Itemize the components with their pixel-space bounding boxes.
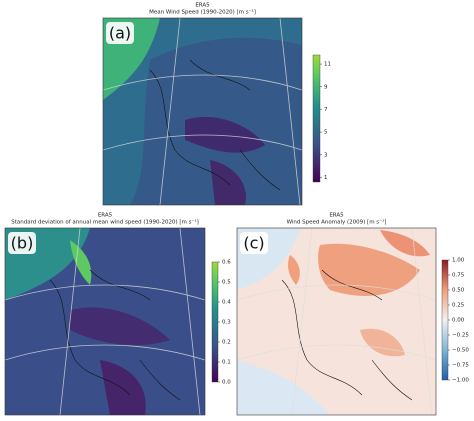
colorbar-tick-label: 3: [324, 152, 328, 158]
panel-label: (b): [11, 234, 34, 253]
map-c: [237, 228, 436, 415]
colorbar-tick-label: 1: [324, 175, 328, 181]
colorbar-tick-label: 0.0: [222, 380, 231, 386]
map-frame: [102, 17, 303, 206]
panel-label: (a): [109, 24, 131, 43]
panel-subtitle: Wind Speed Anomaly (2009) [m s⁻¹]: [287, 219, 387, 226]
colorbar: [312, 54, 321, 183]
map-a: [103, 18, 302, 205]
colorbar-tick-label: 9: [324, 84, 328, 90]
map-frame: [4, 227, 206, 416]
panel-label: (c): [243, 234, 264, 253]
colorbar-tick-label: 0.25: [452, 303, 465, 309]
colorbar-tick-label: 0.5: [222, 280, 231, 286]
colorbar-tick-label: 11: [324, 62, 331, 68]
label-box: [240, 232, 268, 254]
panel-subtitle: Mean Wind Speed (1990-2020) [m s⁻¹]: [149, 9, 256, 16]
map-b: [5, 228, 205, 415]
colorbar-tick-label: 0.4: [222, 300, 231, 306]
label-box: [8, 232, 36, 254]
colorbar-tick-label: −0.75: [452, 363, 469, 369]
colorbar-tick-label: 5: [324, 130, 328, 136]
colorbar: [211, 261, 219, 383]
colorbar-tick-label: −1.00: [452, 378, 469, 384]
panel-subtitle: Standard deviation of annual mean wind s…: [11, 219, 198, 226]
colorbar-tick-label: −0.50: [452, 348, 469, 354]
colorbar-tick-label: 7: [324, 107, 328, 113]
label-box: [106, 22, 134, 44]
panel-title: ERA5: [195, 3, 210, 9]
panel-title: ERA5: [98, 213, 113, 219]
colorbar-tick-label: 1.00: [452, 258, 465, 264]
colorbar-tick-label: 0.1: [222, 360, 231, 366]
map-frame: [236, 227, 437, 416]
colorbar-tick-label: 0.00: [452, 318, 465, 324]
colorbar-tick-label: 0.6: [222, 260, 231, 266]
panel-title: ERA5: [329, 213, 344, 219]
colorbar-tick-label: 0.3: [222, 320, 231, 326]
colorbar-tick-label: 0.2: [222, 340, 231, 346]
colorbar-tick-label: −0.25: [452, 333, 469, 339]
colorbar-tick-label: 0.50: [452, 288, 465, 294]
colorbar-tick-label: 0.75: [452, 273, 465, 279]
colorbar: [441, 259, 449, 381]
